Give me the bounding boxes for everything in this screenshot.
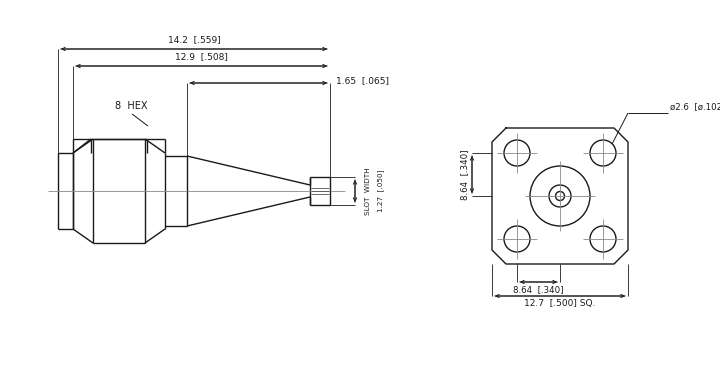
Text: 14.2  [.559]: 14.2 [.559] <box>168 35 220 44</box>
Text: 1.27  [.050]: 1.27 [.050] <box>377 170 384 212</box>
Text: 8  HEX: 8 HEX <box>115 101 148 111</box>
Text: 1.65  [.065]: 1.65 [.065] <box>336 77 389 86</box>
Text: 8.64  [.340]: 8.64 [.340] <box>460 149 469 200</box>
Text: 12.7  [.500] SQ.: 12.7 [.500] SQ. <box>524 299 595 308</box>
Text: ø2.6  [ø.102](4X): ø2.6 [ø.102](4X) <box>670 103 720 112</box>
Text: 12.9  [.508]: 12.9 [.508] <box>175 52 228 61</box>
Text: 8.64  [.340]: 8.64 [.340] <box>513 285 564 294</box>
Text: SLOT  WIDTH: SLOT WIDTH <box>365 167 371 215</box>
